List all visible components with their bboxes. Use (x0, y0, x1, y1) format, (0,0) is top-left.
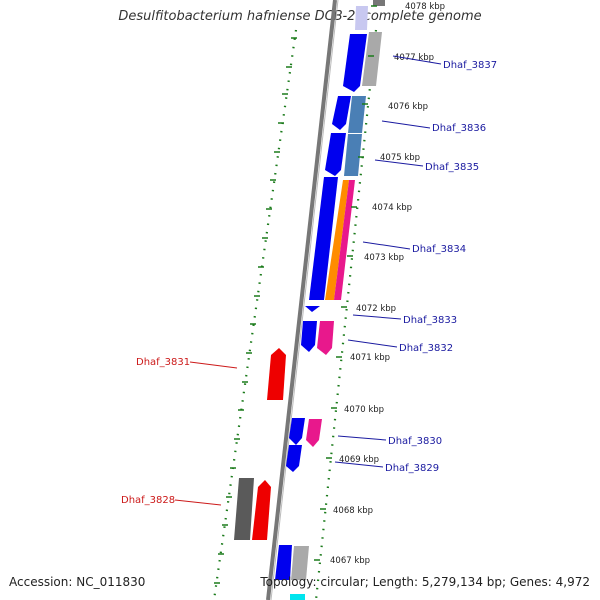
gene-label[interactable]: Dhaf_3834 (412, 244, 466, 255)
feature-steelblue-2 (344, 134, 362, 176)
tick-label: 4078 kbp (405, 2, 445, 12)
cds-3836 (332, 96, 351, 130)
cds-3832 (301, 321, 317, 352)
cds-3828 (252, 480, 271, 540)
tick-label: 4067 kbp (330, 556, 370, 566)
tick-label: 4069 kbp (339, 455, 379, 465)
feature-magenta-long (334, 180, 355, 300)
tick-label: 4068 kbp (333, 506, 373, 516)
tick-label: 4071 kbp (350, 353, 390, 363)
feature-magenta-3830 (306, 419, 322, 447)
cds-bottom (275, 545, 292, 580)
feature-gray-top (362, 32, 382, 86)
secondary-features (290, 6, 382, 600)
tick-label: 4073 kbp (364, 253, 404, 263)
accession-label: Accession: NC_011830 (9, 575, 146, 589)
cds-3837 (343, 34, 367, 92)
tick-labels: 4078 kbp 4077 kbp 4076 kbp 4075 kbp 4074… (330, 2, 445, 566)
gene-label[interactable]: Dhaf_3829 (385, 463, 439, 474)
tick-label: 4072 kbp (356, 304, 396, 314)
tick-marks (314, 5, 377, 561)
cds-3831 (267, 348, 286, 400)
cds-3834 (309, 177, 338, 300)
map-title: Desulfitobacterium hafniense DCB-2, comp… (118, 9, 482, 24)
gray-top-strip (373, 0, 385, 6)
cds-3830 (289, 418, 305, 445)
tick-label: 4074 kbp (372, 203, 412, 213)
tick-label: 4077 kbp (394, 53, 434, 63)
gene-label[interactable]: Dhaf_3837 (443, 60, 497, 71)
reverse-cds-features (234, 0, 385, 540)
feature-lavender (355, 6, 368, 30)
gene-label[interactable]: Dhaf_3828 (121, 495, 175, 506)
tick-label: 4070 kbp (344, 405, 384, 415)
feature-steelblue-1 (348, 96, 366, 133)
genome-summary: Topology: circular; Length: 5,279,134 bp… (260, 575, 590, 589)
cds-3829 (286, 445, 302, 472)
gene-label[interactable]: Dhaf_3830 (388, 436, 442, 447)
gene-label[interactable]: Dhaf_3832 (399, 343, 453, 354)
gene-label[interactable]: Dhaf_3831 (136, 357, 190, 368)
cds-3833 (305, 306, 320, 312)
tick-label: 4076 kbp (388, 102, 428, 112)
backbone-line (266, 0, 337, 600)
feature-cyan (290, 594, 305, 600)
feature-gray-bottom (291, 546, 309, 580)
forward-cds-features (275, 34, 367, 580)
gene-label[interactable]: Dhaf_3836 (432, 123, 486, 134)
gray-3828 (234, 478, 254, 540)
left-track-dashes (214, 37, 297, 584)
gene-labels: Dhaf_3837 Dhaf_3836 Dhaf_3835 Dhaf_3834 … (121, 60, 497, 506)
feature-orange (325, 180, 349, 300)
feature-magenta-3832 (317, 321, 334, 355)
gene-label[interactable]: Dhaf_3833 (403, 315, 457, 326)
tick-label: 4075 kbp (380, 153, 420, 163)
cds-3835 (325, 133, 346, 176)
gene-leaders (174, 55, 442, 506)
gene-label[interactable]: Dhaf_3835 (425, 162, 479, 173)
backbone-highlight (270, 0, 339, 600)
